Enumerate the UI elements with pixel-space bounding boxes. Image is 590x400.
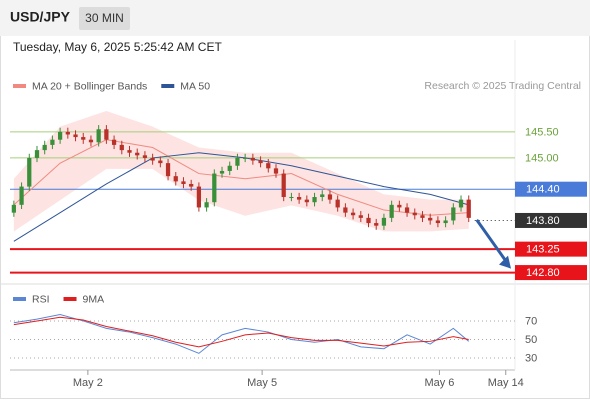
level-label: 145.00 bbox=[525, 152, 559, 164]
rsi-tick-label: 50 bbox=[525, 334, 537, 346]
legend-swatch bbox=[161, 84, 175, 88]
candle-body bbox=[65, 131, 70, 135]
candle-body bbox=[273, 168, 279, 174]
candle-body bbox=[458, 199, 464, 208]
candle-body bbox=[312, 197, 317, 203]
candle-body bbox=[158, 160, 163, 164]
legend-label: MA 20 + Bollinger Bands bbox=[32, 80, 147, 92]
legend-label: 9MA bbox=[83, 293, 105, 305]
candle-body bbox=[381, 217, 387, 226]
candle-body bbox=[327, 194, 333, 200]
candle-body bbox=[11, 204, 16, 213]
candle-body bbox=[404, 207, 410, 213]
rsi-tick-label: 30 bbox=[525, 352, 537, 364]
candle-body bbox=[435, 220, 441, 224]
candle-body bbox=[451, 207, 456, 221]
forecast-arrow bbox=[475, 218, 509, 264]
candle-body bbox=[73, 134, 78, 138]
candle-body bbox=[428, 217, 433, 221]
candle-body bbox=[81, 137, 86, 140]
level-label: 145.50 bbox=[525, 126, 559, 138]
candle-body bbox=[142, 155, 148, 158]
candle-body bbox=[235, 157, 240, 166]
candle-body bbox=[111, 139, 117, 145]
bollinger-lower bbox=[13, 167, 469, 232]
candle-body bbox=[343, 207, 348, 213]
legend-label: MA 50 bbox=[180, 80, 210, 92]
candle-body bbox=[119, 144, 124, 151]
level-label: 142.80 bbox=[526, 267, 560, 279]
rsi-line bbox=[13, 313, 470, 354]
candle-body bbox=[335, 199, 340, 208]
candle-body bbox=[88, 139, 94, 143]
candle-body bbox=[320, 194, 325, 198]
candle-body bbox=[196, 186, 202, 208]
candle-body bbox=[150, 157, 155, 161]
timestamp: Tuesday, May 6, 2025 5:25:42 AM CET bbox=[13, 40, 222, 54]
candle-body bbox=[258, 160, 263, 164]
x-tick-label: May 14 bbox=[488, 377, 524, 389]
candle-body bbox=[374, 223, 379, 226]
candle-body bbox=[358, 215, 363, 218]
x-tick-label: May 2 bbox=[73, 377, 103, 389]
candle-body bbox=[34, 150, 40, 158]
x-tick-label: May 6 bbox=[424, 377, 454, 389]
ma-line bbox=[13, 139, 469, 216]
level-chip bbox=[515, 181, 587, 197]
level-chip bbox=[515, 265, 587, 281]
candle-body bbox=[389, 204, 394, 218]
legend-swatch bbox=[13, 297, 26, 301]
candle-body bbox=[304, 199, 309, 203]
timeframe[interactable]: 30 MIN bbox=[85, 11, 124, 25]
timeframe-button[interactable] bbox=[79, 7, 130, 30]
candle-body bbox=[443, 220, 448, 224]
candle-body bbox=[266, 163, 271, 169]
candle-body bbox=[189, 183, 194, 187]
bollinger-band bbox=[13, 111, 469, 231]
candle-body bbox=[181, 181, 186, 184]
candle-body bbox=[27, 157, 32, 187]
candle-body bbox=[281, 173, 286, 198]
candle-body bbox=[165, 163, 171, 177]
level-chip bbox=[515, 212, 587, 228]
candle-body bbox=[219, 170, 225, 174]
candle-body bbox=[297, 197, 302, 200]
candle-body bbox=[173, 176, 178, 182]
candle-body bbox=[412, 212, 417, 216]
rsi-line bbox=[13, 316, 469, 348]
level-label: 144.40 bbox=[526, 184, 560, 196]
level-label: 143.25 bbox=[526, 244, 560, 256]
legend-swatch bbox=[13, 84, 26, 88]
candle-body bbox=[50, 139, 55, 145]
candle-body bbox=[204, 202, 209, 208]
level-label: 143.80 bbox=[526, 215, 560, 227]
candle-body bbox=[96, 129, 101, 143]
candle-body bbox=[135, 152, 140, 156]
candle-body bbox=[420, 215, 425, 218]
candle-body bbox=[104, 129, 109, 140]
credit: Research © 2025 Trading Central bbox=[424, 80, 581, 92]
legend-swatch bbox=[63, 297, 77, 301]
candle-body bbox=[212, 173, 217, 203]
candle-body bbox=[243, 157, 248, 159]
forecast-arrow-head bbox=[499, 255, 511, 269]
rsi-tick-label: 70 bbox=[525, 315, 537, 327]
candle-body bbox=[227, 165, 232, 171]
level-chip bbox=[515, 241, 587, 257]
candle-body bbox=[289, 197, 294, 199]
candle-body bbox=[350, 212, 356, 216]
candle-body bbox=[57, 131, 63, 140]
symbol: USD/JPY bbox=[10, 9, 71, 25]
candle-body bbox=[250, 157, 255, 161]
candle-body bbox=[397, 204, 402, 208]
candle-body bbox=[466, 199, 471, 218]
candle-body bbox=[42, 144, 47, 151]
legend-label: RSI bbox=[32, 293, 50, 305]
candle-body bbox=[127, 150, 132, 153]
x-tick-label: May 5 bbox=[247, 377, 277, 389]
candle-body bbox=[19, 186, 24, 205]
candle-body bbox=[366, 217, 371, 224]
